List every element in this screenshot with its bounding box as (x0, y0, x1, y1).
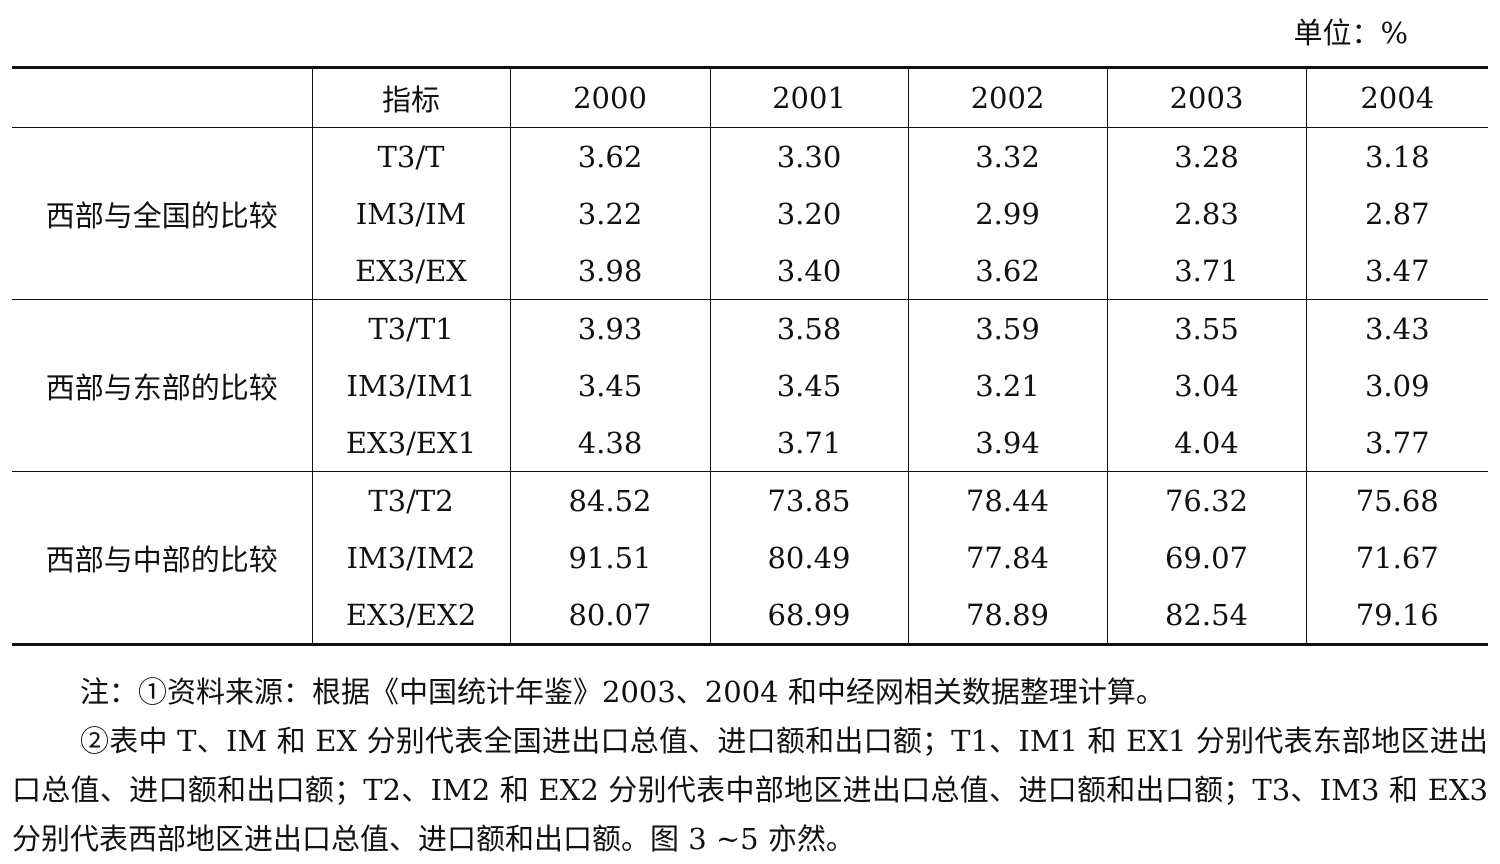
value-cell: 84.52 (509, 471, 711, 529)
group-label: 西部与东部的比较 (12, 299, 313, 472)
indicator-cell: T3/T1 (311, 299, 511, 357)
value-cell: 2.87 (1305, 185, 1488, 242)
value-cell: 3.30 (709, 127, 909, 185)
value-cell: 76.32 (1106, 471, 1307, 529)
header-cell: 2001 (709, 67, 909, 128)
value-cell: 80.07 (509, 586, 711, 645)
value-cell: 73.85 (709, 471, 909, 529)
note: 注：①资料来源：根据《中国统计年鉴》2003、2004 和中经网相关数据整理计算… (80, 675, 1165, 709)
value-cell: 78.89 (907, 586, 1108, 645)
indicator-cell: T3/T2 (311, 471, 511, 529)
value-cell: 3.94 (907, 414, 1108, 472)
value-cell: 3.58 (709, 299, 909, 357)
value-cell: 82.54 (1106, 586, 1307, 645)
value-cell: 78.44 (907, 471, 1108, 529)
value-cell: 3.28 (1106, 127, 1307, 185)
data-row: EX3/EX1 4.38 3.71 3.94 4.04 3.77 (12, 414, 1488, 472)
value-cell: 3.32 (907, 127, 1108, 185)
value-cell: 3.71 (709, 414, 909, 472)
data-table: 指标 2000 2001 2002 2003 2004 西部与全国的比较 T3/T 3.62 3.… (12, 66, 1488, 646)
value-cell: 3.55 (1106, 299, 1307, 357)
value-cell: 3.21 (907, 357, 1108, 414)
value-cell: 68.99 (709, 586, 909, 645)
value-cell: 3.98 (509, 242, 711, 300)
group-label: 西部与中部的比较 (12, 471, 313, 645)
value-cell: 69.07 (1106, 529, 1307, 586)
value-cell: 2.99 (907, 185, 1108, 242)
header-cell: 指标 (311, 67, 511, 128)
value-cell: 3.59 (907, 299, 1108, 357)
value-cell: 4.04 (1106, 414, 1307, 472)
value-cell: 3.40 (709, 242, 909, 300)
header-cell: 2003 (1106, 67, 1307, 128)
value-cell: 3.20 (709, 185, 909, 242)
value-cell: 3.18 (1305, 127, 1488, 185)
value-cell: 3.47 (1305, 242, 1488, 300)
value-cell: 79.16 (1305, 586, 1488, 645)
value-cell: 3.43 (1305, 299, 1488, 357)
header-cell: 2004 (1305, 67, 1488, 128)
header-cell: 2002 (907, 67, 1108, 128)
value-cell: 3.62 (907, 242, 1108, 300)
value-cell: 71.67 (1305, 529, 1488, 586)
value-cell: 3.45 (509, 357, 711, 414)
indicator-cell: EX3/EX (312, 242, 511, 300)
data-row: IM3/IM1 3.45 3.45 3.21 3.04 3.09 (12, 357, 1488, 414)
indicator-cell: T3/T (311, 127, 511, 185)
data-row: EX3/EX2 80.07 68.99 78.89 82.54 79.16 (12, 586, 1488, 645)
value-cell: 3.04 (1106, 357, 1307, 414)
value-cell: 91.51 (509, 529, 711, 586)
indicator-cell: IM3/IM2 (312, 529, 511, 586)
data-row: EX3/EX 3.98 3.40 3.62 3.71 3.47 (12, 242, 1488, 300)
value-cell: 4.38 (509, 414, 711, 472)
value-cell: 77.84 (907, 529, 1108, 586)
value-cell: 3.71 (1106, 242, 1307, 300)
data-row: IM3/IM 3.22 3.20 2.99 2.83 2.87 (12, 185, 1488, 242)
indicator-cell: EX3/EX2 (312, 586, 511, 645)
value-cell: 3.45 (709, 357, 909, 414)
value-cell: 3.62 (509, 127, 711, 185)
data-row: 西部与全国的比较 T3/T 3.62 3.30 3.32 3.28 3.18 (12, 127, 1488, 300)
data-row: 西部与中部的比较 T3/T2 84.52 73.85 78.44 76.32 75.68 (12, 471, 1488, 645)
value-cell: 80.49 (709, 529, 909, 586)
value-cell: 3.93 (509, 299, 711, 357)
indicator-cell: IM3/IM1 (312, 357, 511, 414)
value-cell: 3.22 (509, 185, 711, 242)
value-cell: 3.77 (1305, 414, 1488, 472)
value-cell: 75.68 (1305, 471, 1488, 529)
value-cell: 3.09 (1305, 357, 1488, 414)
table-body: 指标 2000 2001 2002 2003 2004 西部与全国的比较 T3/T 3.62 3.… (12, 67, 1488, 645)
data-row: 西部与东部的比较 T3/T1 3.93 3.58 3.59 3.55 3.43 (12, 299, 1488, 472)
notes: 注：①资料来源：根据《中国统计年鉴》2003、2004 和中经网相关数据整理计算… (12, 668, 1488, 864)
data-row: IM3/IM2 91.51 80.49 77.84 69.07 71.67 (12, 529, 1488, 586)
header-row: 指标 2000 2001 2002 2003 2004 (12, 67, 1488, 128)
indicator-cell: IM3/IM (312, 185, 511, 242)
header-cell: 2000 (509, 67, 711, 128)
indicator-cell: EX3/EX1 (312, 414, 511, 472)
value-cell: 2.83 (1106, 185, 1307, 242)
group-label: 西部与全国的比较 (12, 127, 313, 300)
header-cell (12, 67, 313, 128)
note: ②表中 T、IM 和 EX 分别代表全国进出口总值、进口额和出口额；T1、IM1… (12, 724, 1488, 856)
unit-label: 单位：% (1293, 16, 1408, 50)
